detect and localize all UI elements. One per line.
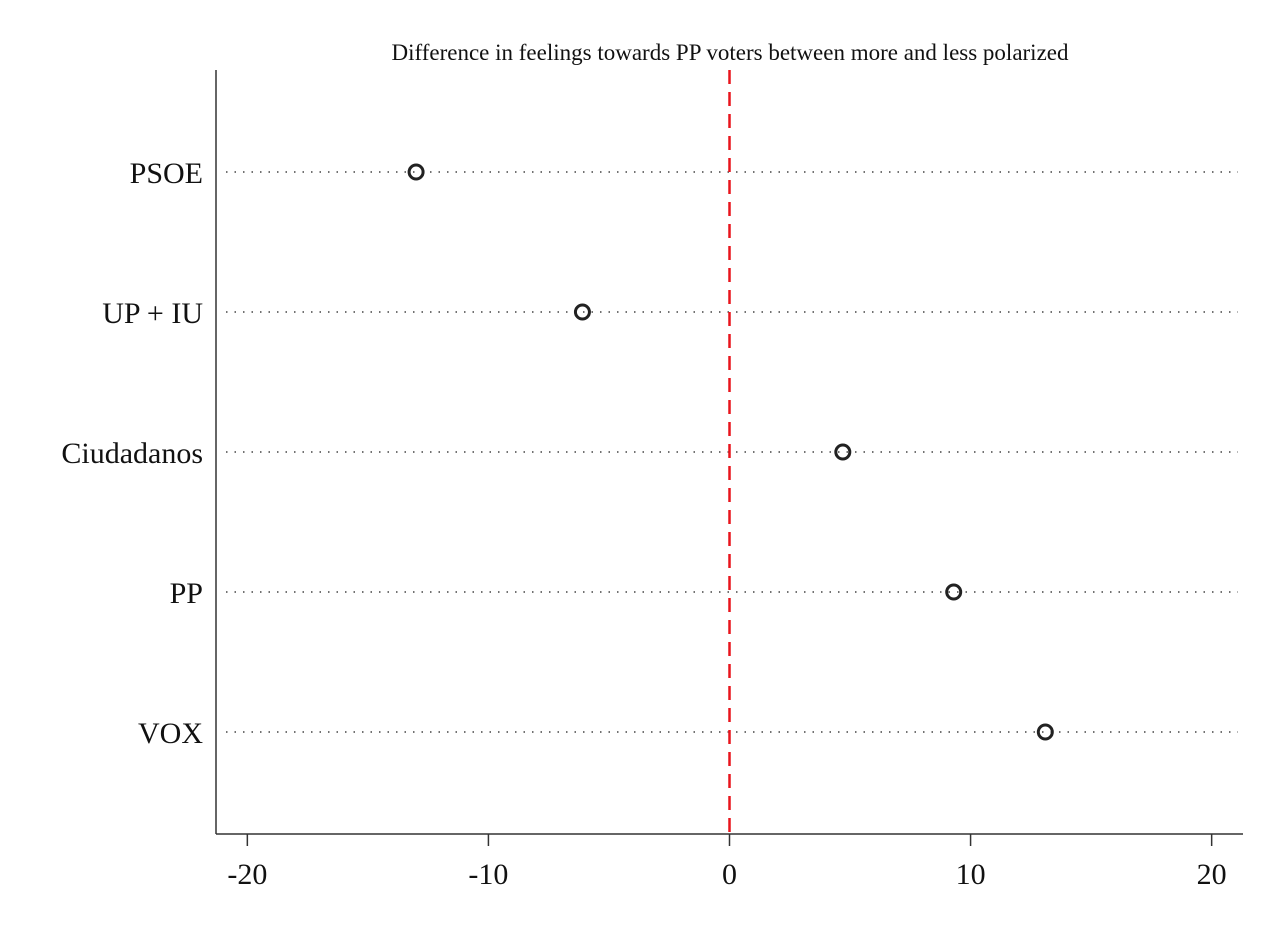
x-ticks: -20 -10 0 10 20	[227, 834, 1227, 891]
x-tick-label: 20	[1197, 858, 1227, 891]
data-point	[945, 583, 963, 601]
category-label: UP + IU	[102, 297, 203, 330]
chart-title: Difference in feelings towards PP voters…	[391, 40, 1069, 65]
category-label: PSOE	[130, 157, 203, 190]
category-label: PP	[170, 577, 203, 610]
guide-lines	[226, 171, 1238, 733]
category-labels: PSOE UP + IU Ciudadanos PP VOX	[61, 157, 203, 750]
category-label: Ciudadanos	[61, 437, 203, 470]
category-label: VOX	[138, 717, 203, 750]
x-tick-label: -20	[227, 858, 267, 891]
data-point	[573, 303, 591, 321]
x-tick-label: 0	[722, 858, 737, 891]
data-point	[407, 163, 425, 181]
x-tick-label: 10	[956, 858, 986, 891]
x-tick-label: -10	[468, 858, 508, 891]
data-points	[407, 163, 1054, 741]
data-point	[1036, 723, 1054, 741]
data-point	[834, 443, 852, 461]
